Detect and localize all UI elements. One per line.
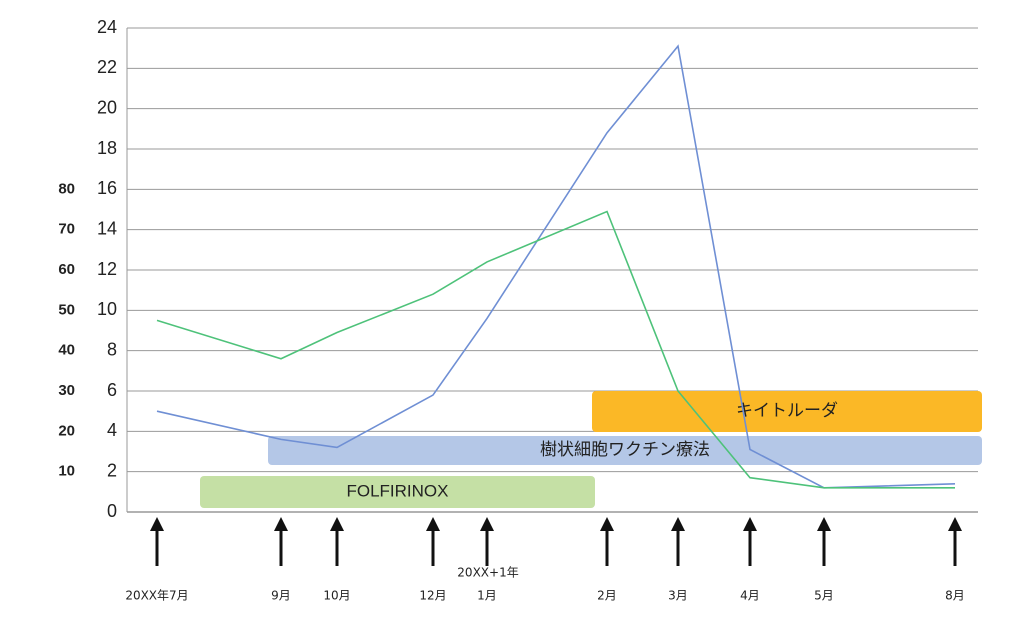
x-tick-label: 4月: [740, 589, 760, 603]
x-tick-label: 2月: [597, 589, 617, 603]
y-tick-label: 10: [97, 299, 117, 319]
annotation-label: FOLFIRINOX: [346, 481, 448, 500]
y2-tick-label: 70: [58, 221, 75, 238]
x-tick-label: 3月: [668, 589, 688, 603]
y2-tick-label: 30: [58, 382, 75, 399]
y-tick-label: 6: [107, 380, 117, 400]
arrow-head: [743, 517, 757, 531]
arrow-head: [150, 517, 164, 531]
x-tick-label: 9月: [271, 589, 291, 603]
y-tick-label: 12: [97, 259, 117, 279]
y2-tick-label: 80: [58, 180, 75, 197]
y2-tick-label: 20: [58, 422, 75, 439]
y-tick-label: 2: [107, 460, 117, 480]
y-tick-label: 4: [107, 420, 117, 440]
x-tick-label: 8月: [945, 589, 965, 603]
y-tick-label: 8: [107, 339, 117, 359]
y-tick-label: 0: [107, 501, 117, 521]
y-tick-label: 16: [97, 178, 117, 198]
arrow-head: [671, 517, 685, 531]
arrow-head: [817, 517, 831, 531]
x-tick-label: 5月: [814, 589, 834, 603]
y-tick-label: 24: [97, 17, 117, 37]
arrow-head: [600, 517, 614, 531]
arrow-head: [330, 517, 344, 531]
arrow-head: [480, 517, 494, 531]
x-tick-label: 20XX年7月: [125, 589, 188, 603]
y2-tick-label: 50: [58, 301, 75, 318]
annotation-label: キイトルーダ: [736, 401, 838, 420]
x-tick-label: 12月: [419, 589, 446, 603]
y-tick-label: 14: [97, 218, 117, 238]
series-line: [156, 44, 956, 489]
y-tick-label: 20: [97, 97, 117, 117]
y2-tick-label: 10: [58, 463, 75, 480]
arrow-head: [948, 517, 962, 531]
y-tick-label: 18: [97, 138, 117, 158]
y-tick-label: 22: [97, 57, 117, 77]
y2-tick-label: 60: [58, 261, 75, 278]
x-tick-label: 1月: [477, 589, 497, 603]
arrow-head: [274, 517, 288, 531]
annotation-label: 樹状細胞ワクチン療法: [540, 440, 710, 459]
annotation-bar: [200, 476, 595, 508]
year-label: 20XX+1年: [457, 566, 518, 580]
x-tick-label: 10月: [323, 589, 350, 603]
series-line: [156, 210, 955, 489]
y2-tick-label: 40: [58, 342, 75, 359]
arrow-head: [426, 517, 440, 531]
annotation-bar: [268, 436, 982, 465]
annotation-bar: [592, 391, 982, 432]
